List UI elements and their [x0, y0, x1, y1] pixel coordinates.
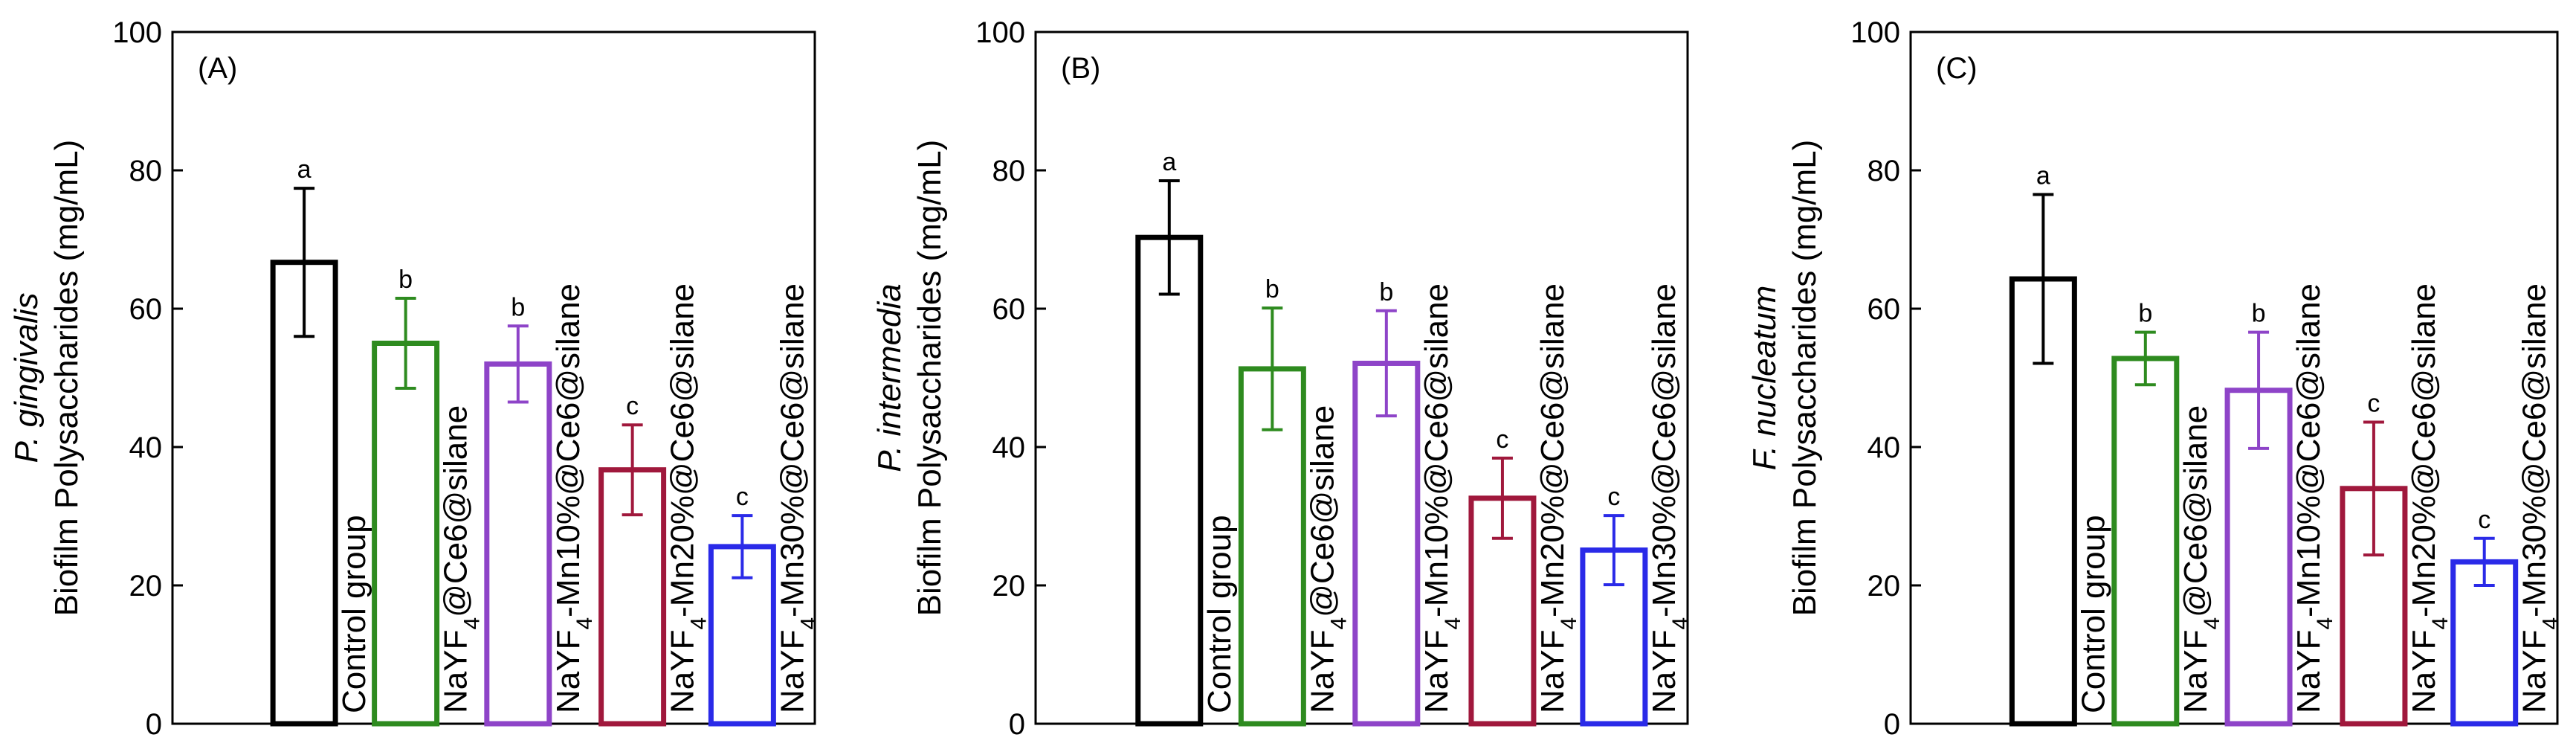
category-label: NaYF4@Ce6@silane — [1304, 405, 1351, 713]
category-label: NaYF4-Mn20%@Ce6@silane — [665, 283, 711, 713]
y-tick-label: 20 — [1868, 570, 1901, 602]
y-tick-label: 100 — [975, 16, 1025, 49]
panel-2: 0 20 40 60 80 100 (C) F. nucleatum Biofilm Polys… — [1746, 16, 2563, 741]
y-tick-label: 0 — [1884, 708, 1900, 741]
y-tick-label: 80 — [129, 155, 163, 187]
y-tick-label: 40 — [1868, 431, 1901, 464]
significance-letter: a — [297, 155, 311, 184]
bar — [2450, 559, 2519, 727]
category-label: NaYF4-Mn10%@Ce6@silane — [550, 283, 597, 713]
category-label: NaYF4-Mn30%@Ce6@silane — [1646, 283, 1693, 713]
panel-tag: (C) — [1936, 52, 1978, 85]
y-axis-label: Biofilm Polysaccharides (mg/mL) — [1786, 140, 1823, 617]
significance-letter: b — [1379, 278, 1393, 306]
significance-letter: a — [2036, 162, 2050, 190]
category-label: NaYF4-Mn20%@Ce6@silane — [2406, 283, 2453, 713]
significance-letter: c — [1607, 483, 1620, 511]
y-axis-species-label: P. gingivalis — [8, 292, 45, 463]
significance-letter: b — [2252, 300, 2266, 328]
y-axis-species-label: P. intermedia — [871, 283, 908, 472]
y-tick-label: 60 — [129, 293, 163, 326]
significance-letter: a — [1162, 148, 1176, 176]
category-label: Control group — [2075, 515, 2111, 713]
significance-letter: c — [1496, 425, 1508, 454]
category-label: Control group — [336, 515, 372, 713]
category-label: Control group — [1201, 515, 1238, 713]
y-axis-label: Biofilm Polysaccharides (mg/mL) — [48, 140, 85, 617]
bar — [2111, 356, 2180, 727]
category-label: NaYF4-Mn10%@Ce6@silane — [1418, 283, 1465, 713]
bar — [2224, 388, 2293, 727]
panel-tag: (B) — [1061, 52, 1100, 85]
panel-0: 0 20 40 60 80 100 (A) P. gingivalis Biofilm Poly… — [8, 16, 821, 741]
y-axis-species-label: F. nucleatum — [1746, 286, 1783, 471]
y-axis-label: Biofilm Polysaccharides (mg/mL) — [911, 140, 948, 617]
category-label: NaYF4-Mn30%@Ce6@silane — [2517, 283, 2563, 713]
y-tick-label: 100 — [112, 16, 162, 49]
y-tick-label: 60 — [1868, 293, 1901, 326]
y-tick-label: 60 — [992, 293, 1026, 326]
y-tick-label: 0 — [146, 708, 162, 741]
significance-letter: b — [1265, 275, 1279, 303]
category-label: NaYF4@Ce6@silane — [438, 405, 485, 713]
significance-letter: c — [2478, 506, 2491, 534]
panel-1: 0 20 40 60 80 100 (B) P. intermedia Biofilm Poly… — [871, 16, 1692, 741]
bar — [1135, 234, 1204, 727]
y-tick-label: 80 — [1868, 155, 1901, 187]
y-tick-label: 100 — [1850, 16, 1900, 49]
panel-tag: (A) — [198, 52, 237, 85]
category-label: NaYF4-Mn30%@Ce6@silane — [774, 283, 821, 713]
category-label: NaYF4-Mn10%@Ce6@silane — [2291, 283, 2337, 713]
significance-letter: b — [398, 266, 413, 294]
y-tick-label: 80 — [992, 155, 1026, 187]
significance-letter: c — [2367, 390, 2380, 418]
significance-letter: c — [736, 483, 749, 511]
y-tick-label: 40 — [129, 431, 163, 464]
bar — [372, 341, 440, 727]
y-tick-label: 20 — [992, 570, 1026, 602]
category-label: NaYF4-Mn20%@Ce6@silane — [1534, 283, 1581, 713]
y-tick-label: 0 — [1009, 708, 1025, 741]
significance-letter: c — [626, 392, 639, 420]
significance-letter: b — [511, 293, 525, 321]
y-tick-label: 20 — [129, 570, 163, 602]
significance-letter: b — [2138, 300, 2152, 328]
category-label: NaYF4@Ce6@silane — [2178, 405, 2224, 713]
bar — [484, 361, 552, 727]
y-tick-label: 40 — [992, 431, 1026, 464]
